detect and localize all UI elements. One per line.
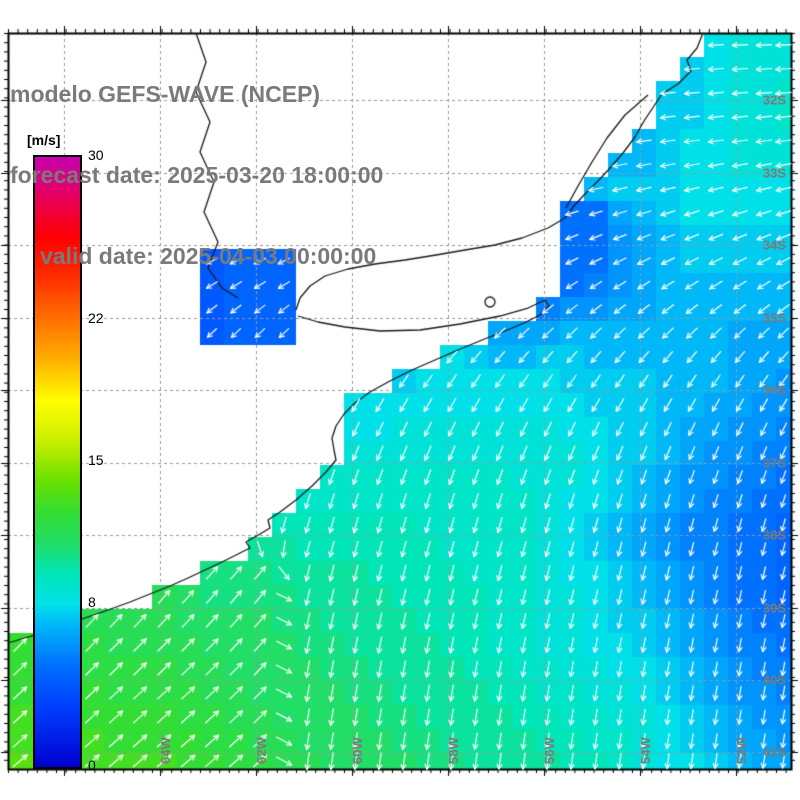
colorbar-tick-label: 15: [88, 452, 104, 468]
lat-label: 38S: [762, 527, 786, 543]
lat-label: 32S: [762, 92, 786, 108]
lat-label: 36S: [762, 382, 786, 398]
colorbar-unit-label: [m/s]: [27, 132, 61, 148]
colorbar-tick-label: 22: [88, 309, 104, 326]
valid-date: valid date: 2025-04-03 00:00:00: [40, 243, 377, 269]
lat-label: 37S: [762, 455, 786, 471]
lon-label: 58W: [446, 737, 461, 764]
colorbar-gradient: [33, 155, 82, 769]
lat-label: 40S: [762, 672, 786, 688]
title-block: modelo GEFS-WAVE (NCEP) forecast date: 2…: [10, 27, 383, 324]
lon-label: 52W: [734, 737, 749, 764]
lat-label: 35S: [762, 310, 786, 326]
lon-label: 60W: [350, 737, 365, 764]
forecast-date: forecast date: 2025-03-20 18:00:00: [10, 162, 384, 188]
lat-label: 33S: [762, 165, 786, 181]
lat-label: 34S: [762, 237, 786, 253]
lon-label: 54W: [638, 737, 653, 764]
lon-label: 56W: [542, 737, 557, 764]
colorbar-tick-label: 8: [88, 594, 96, 611]
model-title: modelo GEFS-WAVE (NCEP): [10, 81, 321, 107]
lon-label: 64W: [158, 737, 173, 764]
colorbar-tick-label: 0: [88, 757, 96, 773]
colorbar: [m/s] 30 22 15 8 0: [27, 132, 104, 773]
lon-label: 62W: [254, 737, 269, 764]
colorbar-tick-label: 30: [88, 147, 104, 163]
lat-label: 39S: [762, 600, 786, 616]
lat-label: 41S: [762, 744, 786, 760]
